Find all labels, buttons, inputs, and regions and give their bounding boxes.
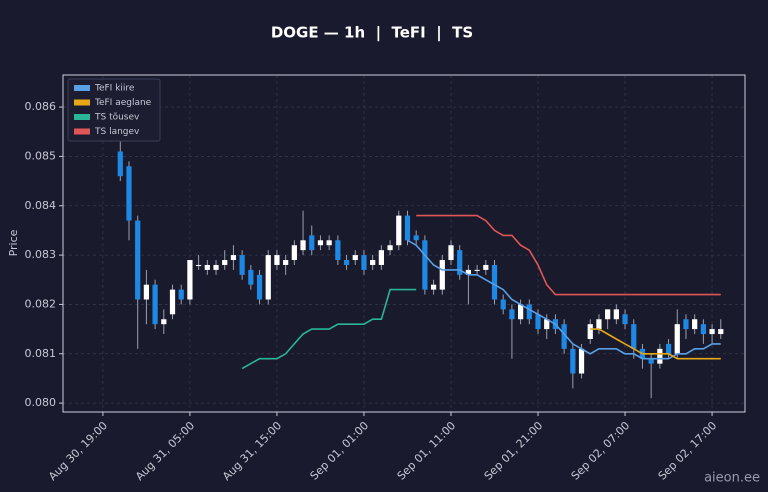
- candle-body: [587, 324, 593, 339]
- candle-body: [613, 309, 619, 320]
- candle-body: [230, 255, 237, 261]
- legend-swatch: [74, 128, 90, 135]
- y-tick-label: 0.082: [25, 297, 57, 310]
- candle-body: [335, 240, 341, 261]
- candle-body: [413, 235, 419, 241]
- y-tick-label: 0.083: [25, 248, 57, 261]
- plot-area: [63, 75, 745, 412]
- candle-body: [152, 284, 158, 325]
- candle-body: [161, 319, 167, 325]
- y-tick-label: 0.084: [25, 199, 57, 212]
- candle-body: [622, 314, 628, 325]
- candle-body: [361, 255, 367, 270]
- candle-body: [526, 304, 532, 320]
- y-tick-label: 0.085: [25, 149, 57, 162]
- candle-body: [196, 264, 202, 266]
- candle-body: [448, 245, 454, 261]
- legend-label: TS langev: [94, 127, 140, 137]
- candle-body: [169, 289, 176, 315]
- candle-body: [135, 220, 141, 300]
- candle-body: [378, 250, 384, 265]
- candle-body: [457, 250, 463, 275]
- candle-body: [544, 319, 550, 330]
- candle-body: [578, 348, 585, 374]
- line-series: [416, 214, 721, 296]
- candle-body: [648, 358, 654, 364]
- candle-body: [248, 269, 254, 285]
- candle-body: [187, 260, 193, 300]
- chart-title: DOGE — 1h | TeFI | TS: [271, 24, 473, 43]
- candle-body: [422, 240, 428, 290]
- candle-body: [317, 240, 324, 246]
- candle-body: [500, 299, 506, 310]
- candle-body: [605, 309, 611, 320]
- candle-body: [674, 324, 680, 354]
- candle-body: [430, 284, 437, 290]
- candle-body: [326, 240, 332, 246]
- candle-body: [239, 255, 245, 275]
- candle-body: [657, 348, 663, 364]
- candle-body: [483, 264, 489, 270]
- y-tick-label: 0.086: [25, 100, 57, 113]
- candle-body: [465, 269, 472, 275]
- candle-body: [474, 269, 480, 271]
- legend-swatch: [74, 85, 90, 91]
- candle-body: [126, 166, 132, 221]
- candle-body: [692, 319, 698, 330]
- candle-body: [439, 260, 445, 290]
- candle-body: [352, 255, 358, 261]
- candle-body: [117, 151, 123, 177]
- candle-body: [509, 309, 515, 320]
- candle-body: [213, 264, 219, 270]
- candle-body: [404, 215, 411, 241]
- candle-body: [535, 314, 541, 330]
- candle-body: [683, 319, 689, 330]
- candle-body: [178, 289, 184, 300]
- candle-body: [265, 255, 271, 300]
- candle-body: [570, 348, 576, 374]
- line-series: [241, 288, 417, 370]
- legend-box: [67, 78, 161, 142]
- y-axis-label: Price: [7, 229, 20, 256]
- candle-body: [204, 264, 210, 270]
- watermark: aieon.ee: [704, 471, 760, 486]
- candle-body: [274, 255, 280, 265]
- candle-body: [343, 260, 350, 265]
- legend-label: TeFI kiire: [94, 84, 135, 94]
- candle-body: [256, 274, 263, 300]
- legend-label: TS tõusev: [94, 113, 140, 123]
- y-tick-label: 0.081: [25, 347, 57, 360]
- candle-body: [700, 324, 706, 335]
- candle-body: [396, 215, 402, 246]
- line-series: [407, 239, 721, 360]
- candle-body: [491, 264, 498, 300]
- candle-body: [309, 235, 315, 251]
- candle-body: [291, 245, 297, 261]
- y-tick-label: 0.080: [25, 396, 57, 409]
- candle-body: [596, 319, 602, 330]
- candle-body: [143, 284, 150, 300]
- candle-body: [709, 329, 715, 335]
- plot-frame: [62, 74, 746, 413]
- candle-body: [665, 343, 672, 354]
- candle-body: [222, 260, 228, 265]
- candle-body: [300, 240, 306, 251]
- candle-body: [518, 304, 524, 320]
- legend-swatch: [74, 99, 90, 106]
- legend-swatch: [74, 114, 90, 120]
- candle-body: [561, 324, 567, 349]
- candle-body: [387, 245, 393, 251]
- candle-body: [631, 324, 637, 349]
- line-series: [590, 328, 721, 360]
- candle-body: [718, 329, 724, 335]
- candle-body: [370, 260, 376, 265]
- candle-body: [283, 260, 289, 265]
- legend-label: TeFI aeglane: [94, 98, 152, 108]
